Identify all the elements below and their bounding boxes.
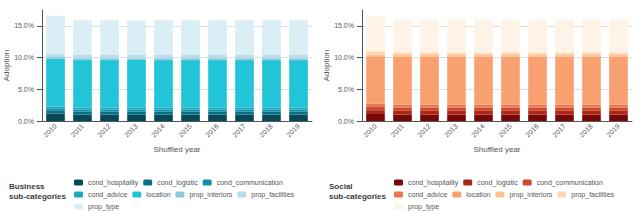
svg-text:prop_interiors: prop_interiors (509, 191, 552, 199)
svg-text:0.0%: 0.0% (18, 118, 34, 125)
svg-text:2018: 2018 (578, 122, 594, 138)
svg-text:Shuffled year: Shuffled year (474, 145, 521, 154)
svg-text:2017: 2017 (231, 122, 247, 138)
svg-text:2014: 2014 (150, 122, 166, 138)
svg-text:15.0%: 15.0% (334, 22, 354, 29)
svg-text:cond_advice: cond_advice (408, 191, 447, 199)
svg-text:2012: 2012 (416, 122, 432, 138)
svg-text:2010: 2010 (362, 122, 378, 138)
svg-text:prop_interiors: prop_interiors (189, 191, 232, 199)
svg-text:prop_facilities: prop_facilities (251, 191, 294, 199)
svg-text:2013: 2013 (443, 122, 459, 138)
svg-text:2015: 2015 (177, 122, 193, 138)
svg-text:2012: 2012 (96, 122, 112, 138)
svg-text:2019: 2019 (285, 122, 301, 138)
svg-text:2017: 2017 (551, 122, 567, 138)
svg-text:10.0%: 10.0% (334, 54, 354, 61)
svg-text:2019: 2019 (605, 122, 621, 138)
svg-text:5.0%: 5.0% (338, 86, 354, 93)
svg-text:10.0%: 10.0% (14, 54, 34, 61)
svg-text:sub-categories: sub-categories (329, 192, 386, 201)
svg-text:cond_hospitality: cond_hospitality (408, 179, 459, 187)
svg-text:5.0%: 5.0% (18, 86, 34, 93)
svg-text:cond_logistic: cond_logistic (477, 179, 518, 187)
svg-text:Social: Social (329, 182, 353, 191)
svg-text:2016: 2016 (204, 122, 220, 138)
svg-text:location: location (466, 191, 490, 198)
svg-text:sub-categories: sub-categories (9, 192, 66, 201)
svg-text:cond_hospitality: cond_hospitality (88, 179, 139, 187)
svg-text:2010: 2010 (42, 122, 58, 138)
svg-text:2015: 2015 (497, 122, 513, 138)
svg-text:Business: Business (9, 182, 45, 191)
svg-text:2014: 2014 (470, 122, 486, 138)
svg-text:2011: 2011 (69, 122, 85, 138)
svg-text:15.0%: 15.0% (14, 22, 34, 29)
svg-text:2016: 2016 (524, 122, 540, 138)
svg-text:cond_communication: cond_communication (537, 179, 603, 187)
svg-text:prop_type: prop_type (88, 203, 119, 211)
svg-text:cond_advice: cond_advice (88, 191, 127, 199)
svg-text:2013: 2013 (123, 122, 139, 138)
svg-text:0.0%: 0.0% (338, 118, 354, 125)
svg-text:2018: 2018 (258, 122, 274, 138)
svg-text:Shuffled year: Shuffled year (154, 145, 201, 154)
svg-text:prop_facilities: prop_facilities (571, 191, 614, 199)
svg-text:2011: 2011 (389, 122, 405, 138)
svg-text:prop_type: prop_type (408, 203, 439, 211)
svg-text:cond_logistic: cond_logistic (157, 179, 198, 187)
svg-text:Adoption: Adoption (322, 50, 331, 82)
svg-text:cond_communication: cond_communication (217, 179, 283, 187)
svg-text:Adoption: Adoption (2, 50, 11, 82)
svg-text:location: location (146, 191, 170, 198)
